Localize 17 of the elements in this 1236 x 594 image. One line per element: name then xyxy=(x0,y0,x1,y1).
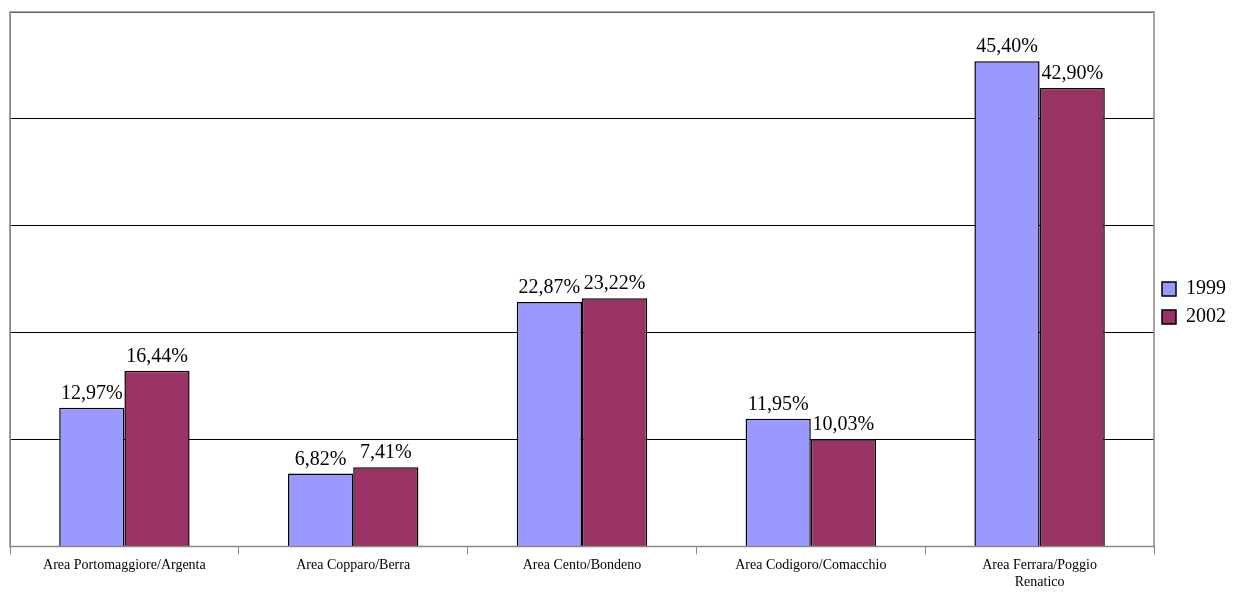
x-tick-label: Area Ferrara/Poggio Renatico xyxy=(982,557,1097,590)
legend-label: 2002 xyxy=(1186,304,1226,327)
data-label: 16,44% xyxy=(126,343,188,366)
x-tick-label: Area Codigoro/Comacchio xyxy=(735,557,887,573)
legend-label: 1999 xyxy=(1186,276,1226,299)
data-label: 10,03% xyxy=(812,412,875,435)
x-tick-label: Area Portomaggiore/Argenta xyxy=(43,557,207,573)
data-label: 6,82% xyxy=(294,446,347,469)
data-label: 7,41% xyxy=(359,440,412,463)
data-label: 12,97% xyxy=(60,381,123,404)
data-label: 42,90% xyxy=(1041,61,1104,84)
x-tick-label: Area Copparo/Berra xyxy=(296,557,411,573)
data-label: 45,40% xyxy=(976,34,1038,57)
data-label: 11,95% xyxy=(747,391,809,414)
data-label: 23,22% xyxy=(583,271,646,294)
x-tick-label: Area Cento/Bondeno xyxy=(522,557,642,573)
data-label: 22,87% xyxy=(518,275,581,298)
